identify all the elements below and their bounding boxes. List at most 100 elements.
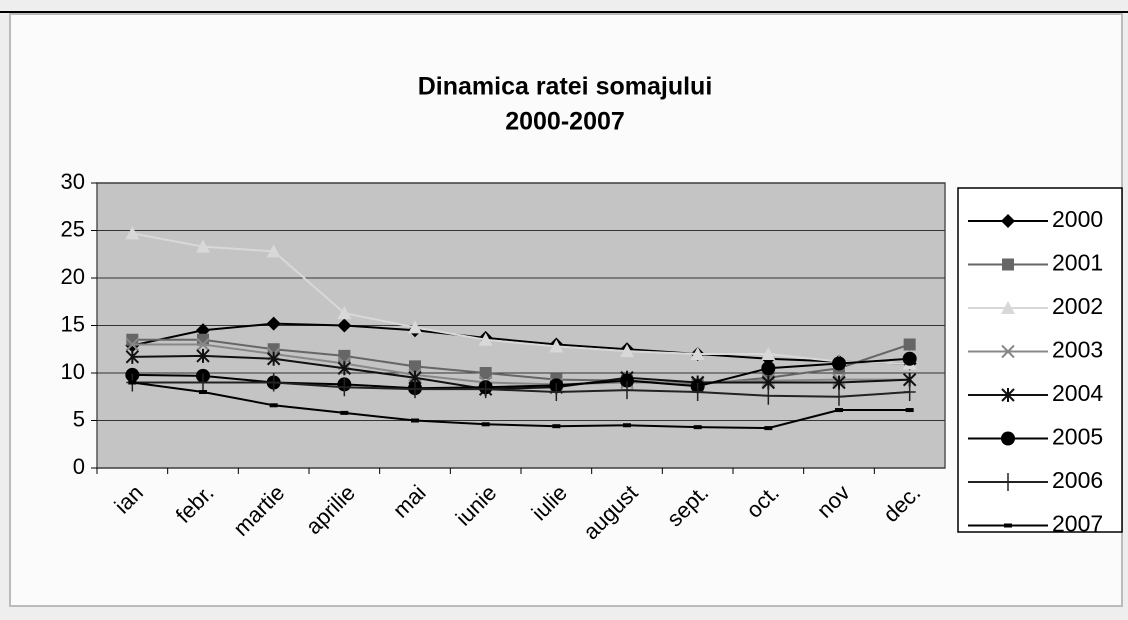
legend-label: 2000 (1052, 206, 1103, 232)
legend-label: 2006 (1052, 467, 1103, 493)
marker (478, 332, 493, 346)
series-line (132, 381, 910, 398)
marker-shape (903, 338, 916, 351)
y-tick-label: 15 (61, 311, 85, 336)
marker (269, 403, 278, 408)
marker-shape (832, 356, 846, 371)
marker-shape (691, 383, 704, 401)
marker (338, 378, 351, 397)
marker (549, 339, 564, 353)
marker-shape (693, 425, 702, 430)
marker (338, 349, 351, 362)
marker-shape (902, 351, 917, 366)
marker (266, 351, 281, 366)
marker (833, 387, 845, 406)
marker (552, 424, 561, 429)
series-line (132, 322, 910, 365)
series-line (132, 232, 910, 365)
marker-shape (266, 351, 281, 366)
chart-title: Dinamica ratei somajului (418, 73, 713, 101)
marker-shape (1001, 301, 1015, 314)
marker (1004, 523, 1012, 528)
marker-shape (125, 226, 140, 240)
series-line (132, 357, 910, 390)
marker-shape (199, 390, 207, 394)
legend (957, 187, 1123, 533)
marker-shape (620, 344, 634, 358)
marker-shape (1002, 258, 1014, 271)
y-tick-label: 25 (61, 216, 85, 241)
marker-shape (125, 349, 140, 364)
marker-shape (266, 244, 281, 258)
marker-shape (835, 408, 843, 413)
marker (903, 338, 916, 351)
marker (1001, 431, 1015, 446)
marker (199, 390, 207, 394)
marker-shape (761, 361, 776, 376)
marker-shape (479, 367, 492, 379)
marker (1001, 388, 1015, 402)
marker (1002, 258, 1014, 271)
series-line (132, 338, 910, 386)
marker (409, 360, 421, 373)
marker-shape (1001, 431, 1015, 446)
y-tick-label: 10 (61, 359, 85, 384)
marker-shape (266, 316, 281, 331)
marker (1001, 301, 1015, 314)
marker (620, 373, 634, 388)
marker-shape (833, 387, 845, 406)
marker (620, 344, 634, 358)
marker (762, 386, 775, 405)
marker (691, 383, 704, 401)
legend-label: 2005 (1052, 424, 1103, 450)
marker-shape (1001, 388, 1015, 402)
y-tick-label: 20 (61, 264, 85, 289)
marker (266, 244, 281, 258)
marker-shape (340, 410, 349, 415)
marker-shape (620, 373, 634, 388)
marker-shape (478, 332, 493, 346)
marker (197, 373, 209, 392)
marker (337, 306, 352, 320)
marker-shape (761, 347, 776, 360)
marker-shape (479, 380, 492, 399)
marker-shape (690, 347, 705, 360)
marker-shape (549, 339, 564, 353)
marker-shape (409, 380, 421, 399)
marker (337, 361, 352, 376)
legend-label: 2003 (1052, 337, 1103, 363)
marker-shape (196, 348, 210, 363)
series-line (132, 343, 910, 386)
marker (196, 348, 210, 363)
marker-shape (552, 424, 561, 429)
marker-shape (411, 418, 419, 423)
marker (479, 367, 492, 379)
marker (196, 337, 210, 352)
marker-shape (764, 426, 773, 431)
marker (1001, 344, 1015, 359)
marker (835, 408, 843, 413)
legend-label: 2002 (1052, 293, 1103, 319)
marker-shape (1001, 214, 1015, 228)
marker-shape (832, 375, 846, 390)
marker-shape (196, 337, 210, 352)
marker (905, 408, 914, 413)
marker (340, 410, 349, 415)
marker (411, 418, 419, 423)
marker-shape (337, 361, 352, 376)
marker-shape (125, 337, 140, 352)
marker (267, 373, 280, 392)
y-tick-label: 0 (73, 454, 85, 479)
marker-shape (550, 383, 563, 401)
marker (1001, 214, 1015, 228)
y-tick-label: 5 (73, 406, 85, 431)
series-line (132, 381, 910, 430)
marker (550, 383, 563, 401)
marker (621, 381, 633, 400)
marker-shape (337, 318, 352, 333)
marker-shape (269, 403, 278, 408)
marker-shape (408, 320, 422, 334)
marker (1002, 473, 1014, 491)
